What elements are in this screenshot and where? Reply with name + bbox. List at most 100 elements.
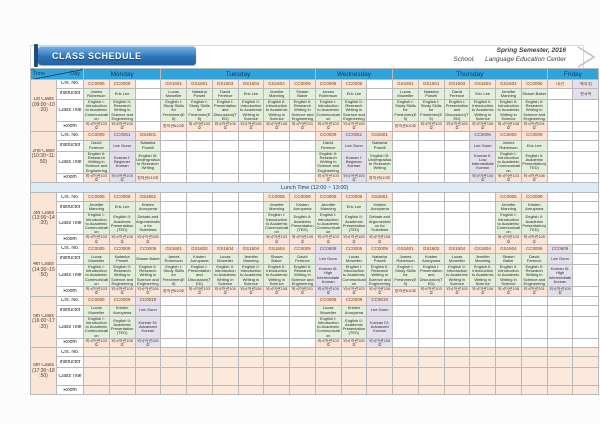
course-room-cell: 외국어관103호 bbox=[495, 234, 522, 245]
empty-cell bbox=[186, 367, 213, 387]
empty-cell bbox=[392, 295, 419, 306]
empty-cell bbox=[443, 192, 471, 203]
empty-cell bbox=[211, 172, 239, 184]
empty-cell bbox=[417, 130, 445, 141]
course-title-cell: English I: Presentation and Discussion(T… bbox=[211, 98, 239, 123]
empty-cell bbox=[108, 367, 136, 387]
course-title-cell: English II: Introduction to Academic Wri… bbox=[495, 263, 522, 288]
course-title-cell: English I: Presentation and Discussion(T… bbox=[443, 98, 471, 123]
course-ins-cell: Kristen Aoruyama bbox=[417, 252, 445, 265]
empty-cell bbox=[572, 385, 600, 396]
course-ins-cell: Lucas Moweller bbox=[340, 252, 368, 265]
empty-cell bbox=[366, 356, 394, 369]
row-label-room: Room bbox=[56, 121, 84, 132]
course-room-cell: 외국어관201호 bbox=[289, 286, 316, 297]
course-title-cell: English I: Introduction to Academic Comm… bbox=[263, 212, 291, 236]
empty-cell bbox=[237, 172, 265, 184]
course-ins-cell: Lee Gunn bbox=[469, 139, 497, 152]
empty-cell bbox=[289, 304, 316, 317]
course-title-cell: English II: Research Writing in Science … bbox=[520, 263, 548, 288]
course-room-cell: 외국어관106호 bbox=[237, 286, 265, 297]
course-no-cell: CC0009 bbox=[108, 192, 136, 203]
period-label: 3rd Class bbox=[32, 210, 55, 216]
course-room-cell: 외국어관106호 bbox=[366, 286, 394, 297]
empty-cell bbox=[134, 356, 162, 369]
course-no-cell: CC0009 bbox=[108, 295, 136, 306]
empty-cell bbox=[289, 367, 316, 387]
course-ins-cell: Natasha Powell bbox=[108, 252, 136, 265]
period-time: (13:00~14:20) bbox=[32, 214, 55, 227]
course-room-cell: 외국어관108호 bbox=[263, 286, 291, 297]
row-label-no: Crs. No. bbox=[56, 130, 84, 141]
empty-cell bbox=[469, 356, 497, 369]
course-room-cell: 외국어관103호 bbox=[83, 234, 110, 245]
empty-cell bbox=[443, 356, 471, 369]
course-title-cell: English II: Introduction to Academic Wri… bbox=[443, 263, 471, 288]
course-no-cell: CC0619 bbox=[366, 295, 394, 306]
course-no-cell: GS1604 bbox=[495, 79, 522, 89]
course-no-cell: CC0006 bbox=[314, 295, 342, 306]
course-title-cell: English III: Undergraduate Research Writ… bbox=[134, 150, 162, 174]
course-ins-cell: 한국어 bbox=[572, 88, 600, 100]
empty-cell bbox=[211, 234, 239, 245]
period-label: 6th Class bbox=[33, 363, 54, 369]
empty-cell bbox=[392, 172, 419, 184]
empty-cell bbox=[186, 295, 213, 306]
empty-cell bbox=[134, 88, 162, 100]
empty-cell bbox=[546, 98, 574, 123]
empty-cell bbox=[572, 243, 600, 254]
course-ins-cell: Lucas Moweller bbox=[83, 304, 110, 317]
course-room-cell: 외국어관103호 bbox=[186, 121, 213, 132]
course-room-cell: 외국어관105호 bbox=[211, 286, 239, 297]
empty-cell bbox=[160, 356, 188, 369]
empty-cell bbox=[392, 356, 419, 369]
course-title-cell: English II: Introduction to Academic Wri… bbox=[237, 263, 265, 288]
empty-cell bbox=[83, 385, 110, 396]
course-no-cell: CC0061 bbox=[340, 130, 368, 141]
course-room-cell: 외국어관105호 bbox=[289, 234, 316, 245]
course-title-cell: English I: Study Skills for Freshmen(E5) bbox=[392, 263, 419, 288]
empty-cell bbox=[520, 315, 548, 339]
row-label-title: Class Title bbox=[56, 367, 84, 387]
empty-cell bbox=[237, 295, 265, 306]
course-ins-cell: Jennifer Manning bbox=[263, 88, 291, 100]
course-no-cell: CC0009 bbox=[289, 79, 316, 89]
course-ins-cell: James Robenson bbox=[392, 252, 419, 265]
empty-cell bbox=[289, 385, 316, 396]
course-no-cell: CC0009 bbox=[340, 192, 368, 203]
empty-cell bbox=[572, 172, 600, 184]
course-no-cell: CC0009 bbox=[134, 243, 162, 254]
course-ins-cell: James Robenson bbox=[83, 88, 110, 100]
course-room-cell: 외국어관201호 bbox=[520, 121, 548, 132]
course-ins-cell: Jennifer Manning bbox=[495, 88, 522, 100]
empty-cell bbox=[392, 347, 419, 358]
course-no-cell: GS2651 bbox=[366, 192, 394, 203]
empty-cell bbox=[443, 304, 471, 317]
course-no-cell: CC0006 bbox=[340, 243, 368, 254]
course-no-cell: CC0005 bbox=[83, 295, 110, 306]
course-ins-cell: Jennifer Manning bbox=[83, 201, 110, 214]
course-room-cell: 외국어관103호 bbox=[83, 172, 110, 184]
day-header-friday: Friday bbox=[546, 68, 600, 80]
course-title-cell: English I: Introduction to Academic Comm… bbox=[83, 212, 110, 236]
empty-cell bbox=[186, 139, 213, 152]
course-no-cell: GS1604 bbox=[495, 243, 522, 254]
empty-cell bbox=[469, 192, 497, 203]
empty-cell bbox=[237, 212, 265, 236]
empty-cell bbox=[134, 385, 162, 396]
empty-cell bbox=[340, 385, 368, 396]
empty-cell bbox=[572, 367, 600, 387]
course-no-cell: GS1602 bbox=[186, 243, 213, 254]
course-no-cell: 예약됨 bbox=[572, 79, 600, 89]
course-title-cell: English II: Academic Presentation(TED) bbox=[108, 315, 136, 339]
course-room-cell: 외국어관105호 bbox=[314, 286, 342, 297]
course-ins-cell: Lee Gunn bbox=[108, 139, 136, 152]
course-no-cell: CC0019 bbox=[134, 295, 162, 306]
empty-cell bbox=[572, 304, 600, 317]
empty-cell bbox=[160, 212, 188, 236]
course-title-cell: English II: Introduction to Academic Wri… bbox=[263, 263, 291, 288]
course-title-cell: English I: Introduction to Academic Comm… bbox=[314, 98, 342, 123]
empty-cell bbox=[469, 234, 497, 245]
empty-cell bbox=[520, 337, 548, 349]
empty-cell bbox=[572, 130, 600, 141]
